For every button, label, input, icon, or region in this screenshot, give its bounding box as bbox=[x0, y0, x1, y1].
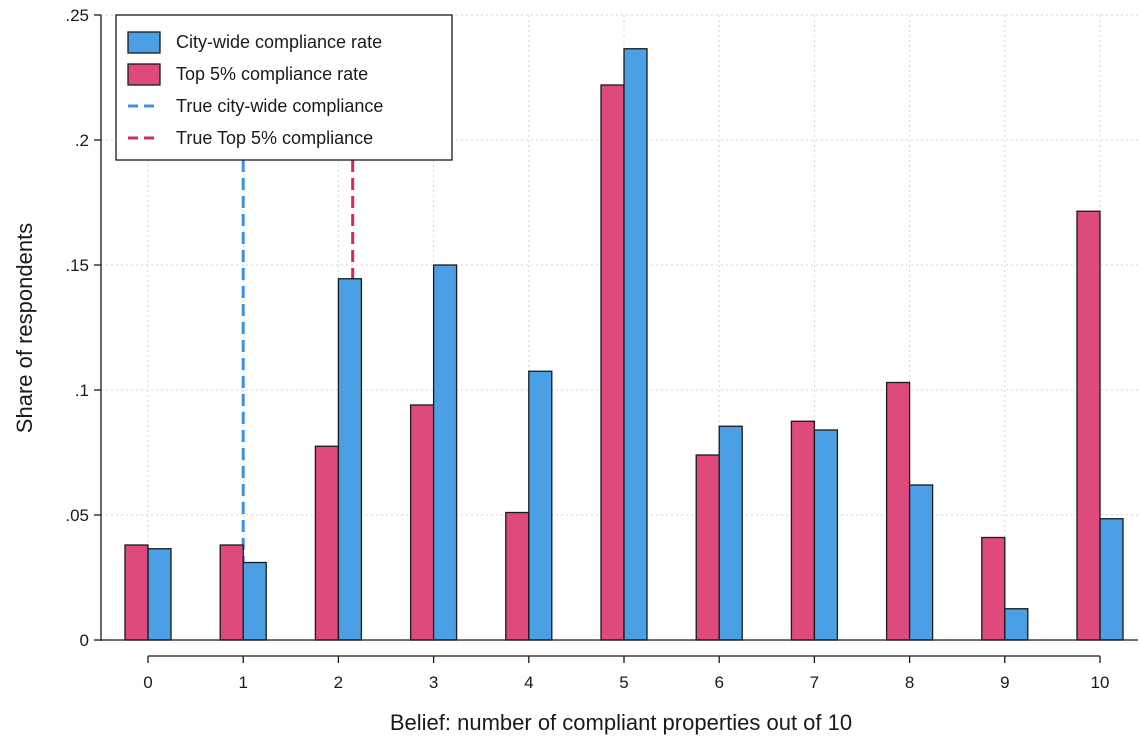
bar-s1-c8 bbox=[908, 484, 934, 641]
x-tick-label-1: 1 bbox=[238, 673, 247, 692]
legend-box bbox=[115, 14, 453, 161]
legend-label-0: City-wide compliance rate bbox=[176, 32, 382, 52]
bar-s0-c5 bbox=[600, 84, 625, 641]
axes: 0 .05 .1 .15 .2 .25 0 1 2 3 4 5 6 7 8 9 10 bbox=[65, 6, 1138, 692]
y-tick-label-0: 0 bbox=[80, 631, 89, 650]
bar-s1-c7 bbox=[813, 429, 839, 641]
bar-s1-c0 bbox=[147, 548, 172, 641]
bar-s1-c2 bbox=[337, 278, 363, 641]
legend-swatch-0 bbox=[127, 31, 161, 54]
bar-s0-c10 bbox=[1076, 210, 1101, 641]
y-axis-title: Share of respondents bbox=[12, 223, 37, 433]
bar-s0-c8 bbox=[885, 381, 911, 641]
bar-s0-c7 bbox=[790, 420, 816, 641]
y-tick-label-4: .2 bbox=[75, 131, 89, 150]
bar-s0-c4 bbox=[505, 511, 530, 641]
x-axis-title: Belief: number of compliant properties o… bbox=[390, 710, 852, 735]
legend-label-2: True city-wide compliance bbox=[176, 96, 383, 116]
x-tick-label-10: 10 bbox=[1091, 673, 1110, 692]
legend: City-wide compliance rate Top 5% complian… bbox=[115, 14, 453, 161]
bar-s1-c1 bbox=[242, 561, 267, 641]
x-tick-label-5: 5 bbox=[619, 673, 628, 692]
x-tick-label-4: 4 bbox=[524, 673, 533, 692]
bar-s1-c10 bbox=[1099, 518, 1124, 641]
bar-s1-c6 bbox=[718, 425, 743, 641]
bar-s1-c9 bbox=[1004, 608, 1029, 641]
bar-s1-c3 bbox=[432, 264, 458, 641]
y-tick-label-3: .15 bbox=[65, 256, 89, 275]
x-tick-label-3: 3 bbox=[429, 673, 438, 692]
bar-s0-c1 bbox=[219, 544, 244, 641]
legend-swatch-1 bbox=[127, 63, 161, 86]
bars bbox=[124, 48, 1124, 641]
y-tick-label-2: .1 bbox=[75, 381, 89, 400]
x-tick-label-7: 7 bbox=[810, 673, 819, 692]
x-tick-label-9: 9 bbox=[1000, 673, 1009, 692]
x-tick-label-0: 0 bbox=[143, 673, 152, 692]
bar-s0-c2 bbox=[314, 445, 340, 641]
legend-label-3: True Top 5% compliance bbox=[176, 128, 373, 148]
x-tick-label-6: 6 bbox=[714, 673, 723, 692]
bar-s0-c0 bbox=[124, 544, 149, 641]
bar-s1-c5 bbox=[623, 48, 648, 641]
y-tick-label-5: .25 bbox=[65, 6, 89, 25]
legend-label-1: Top 5% compliance rate bbox=[176, 64, 368, 84]
bar-s0-c9 bbox=[981, 536, 1006, 641]
bar-s0-c6 bbox=[695, 454, 720, 641]
y-tick-label-1: .05 bbox=[65, 506, 89, 525]
bar-s0-c3 bbox=[409, 404, 435, 641]
x-tick-label-2: 2 bbox=[334, 673, 343, 692]
bar-s1-c4 bbox=[528, 370, 553, 641]
x-tick-label-8: 8 bbox=[905, 673, 914, 692]
